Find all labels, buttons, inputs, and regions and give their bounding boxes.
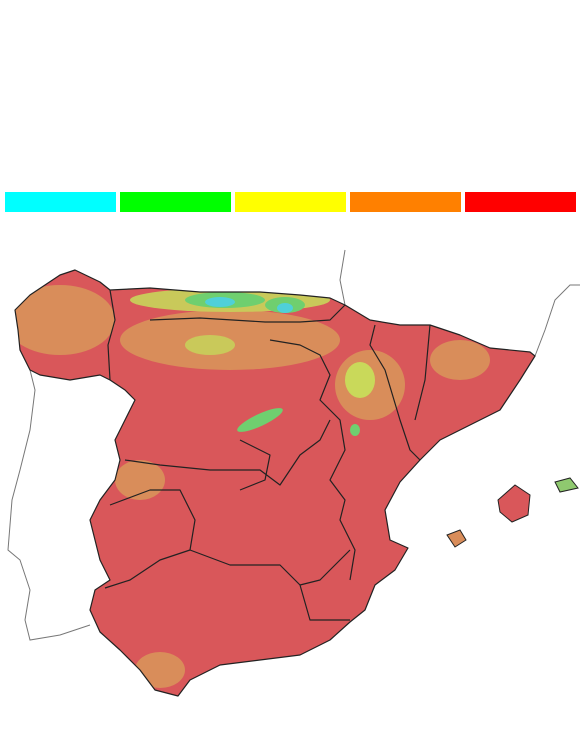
legend-swatch bbox=[235, 192, 346, 212]
france-coast-east bbox=[534, 284, 580, 357]
mallorca bbox=[497, 484, 531, 523]
portugal-coast bbox=[7, 369, 91, 641]
spain-fill bbox=[15, 270, 535, 696]
regional-borders bbox=[104, 289, 431, 621]
legend bbox=[5, 192, 576, 212]
ibiza bbox=[446, 529, 467, 548]
legend-swatch bbox=[120, 192, 231, 212]
legend-swatch bbox=[350, 192, 461, 212]
legend-swatch bbox=[465, 192, 576, 212]
france-coast bbox=[339, 249, 346, 306]
menorca bbox=[554, 477, 579, 493]
legend-swatch bbox=[5, 192, 116, 212]
